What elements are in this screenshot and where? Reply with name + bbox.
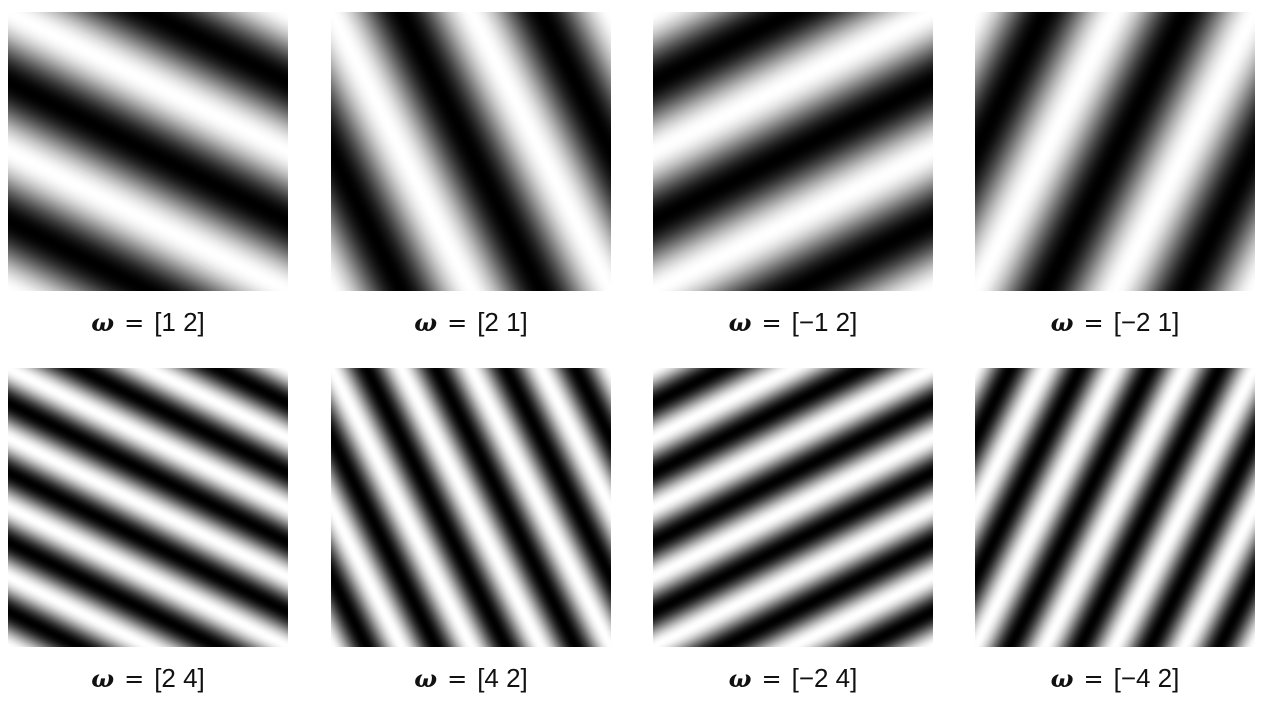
frequency-label: [2 1] — [477, 307, 528, 337]
sinusoid-image — [653, 12, 933, 291]
sinusoid-image — [8, 12, 288, 291]
omega-symbol: ω — [414, 664, 438, 693]
panel-7: ω = [−2 4] — [653, 368, 933, 693]
panel-1: ω = [1 2] — [8, 12, 288, 337]
panel-4: ω = [−2 1] — [975, 12, 1255, 337]
caption: ω = [1 2] — [8, 305, 288, 340]
sinusoid-image — [975, 12, 1255, 291]
frequency-label: [1 2] — [154, 307, 205, 337]
sinusoid-image — [8, 368, 288, 647]
equals-sign: = — [1083, 309, 1104, 337]
equals-sign: = — [124, 665, 145, 693]
panel-3: ω = [−1 2] — [653, 12, 933, 337]
panel-5: ω = [2 4] — [8, 368, 288, 693]
omega-symbol: ω — [728, 664, 752, 693]
panel-8: ω = [−4 2] — [975, 368, 1255, 693]
frequency-label: [2 4] — [154, 663, 205, 693]
sinusoid-image — [331, 12, 611, 291]
sinusoid-image — [653, 368, 933, 647]
caption: ω = [−1 2] — [653, 305, 933, 340]
omega-symbol: ω — [91, 308, 115, 337]
sinusoid-image — [975, 368, 1255, 647]
equals-sign: = — [124, 309, 145, 337]
equals-sign: = — [447, 309, 468, 337]
equals-sign: = — [761, 309, 782, 337]
panel-6: ω = [4 2] — [331, 368, 611, 693]
equals-sign: = — [447, 665, 468, 693]
caption: ω = [2 1] — [331, 305, 611, 340]
equals-sign: = — [761, 665, 782, 693]
caption: ω = [−2 4] — [653, 661, 933, 696]
sinusoid-image — [331, 368, 611, 647]
caption: ω = [2 4] — [8, 661, 288, 696]
omega-symbol: ω — [1050, 664, 1074, 693]
frequency-label: [−1 2] — [791, 307, 858, 337]
frequency-label: [4 2] — [477, 663, 528, 693]
omega-symbol: ω — [414, 308, 438, 337]
caption: ω = [4 2] — [331, 661, 611, 696]
frequency-label: [−2 4] — [791, 663, 858, 693]
caption: ω = [−4 2] — [975, 661, 1255, 696]
omega-symbol: ω — [91, 664, 115, 693]
panel-2: ω = [2 1] — [331, 12, 611, 337]
frequency-label: [−4 2] — [1113, 663, 1180, 693]
frequency-label: [−2 1] — [1113, 307, 1180, 337]
caption: ω = [−2 1] — [975, 305, 1255, 340]
omega-symbol: ω — [728, 308, 752, 337]
omega-symbol: ω — [1050, 308, 1074, 337]
equals-sign: = — [1083, 665, 1104, 693]
